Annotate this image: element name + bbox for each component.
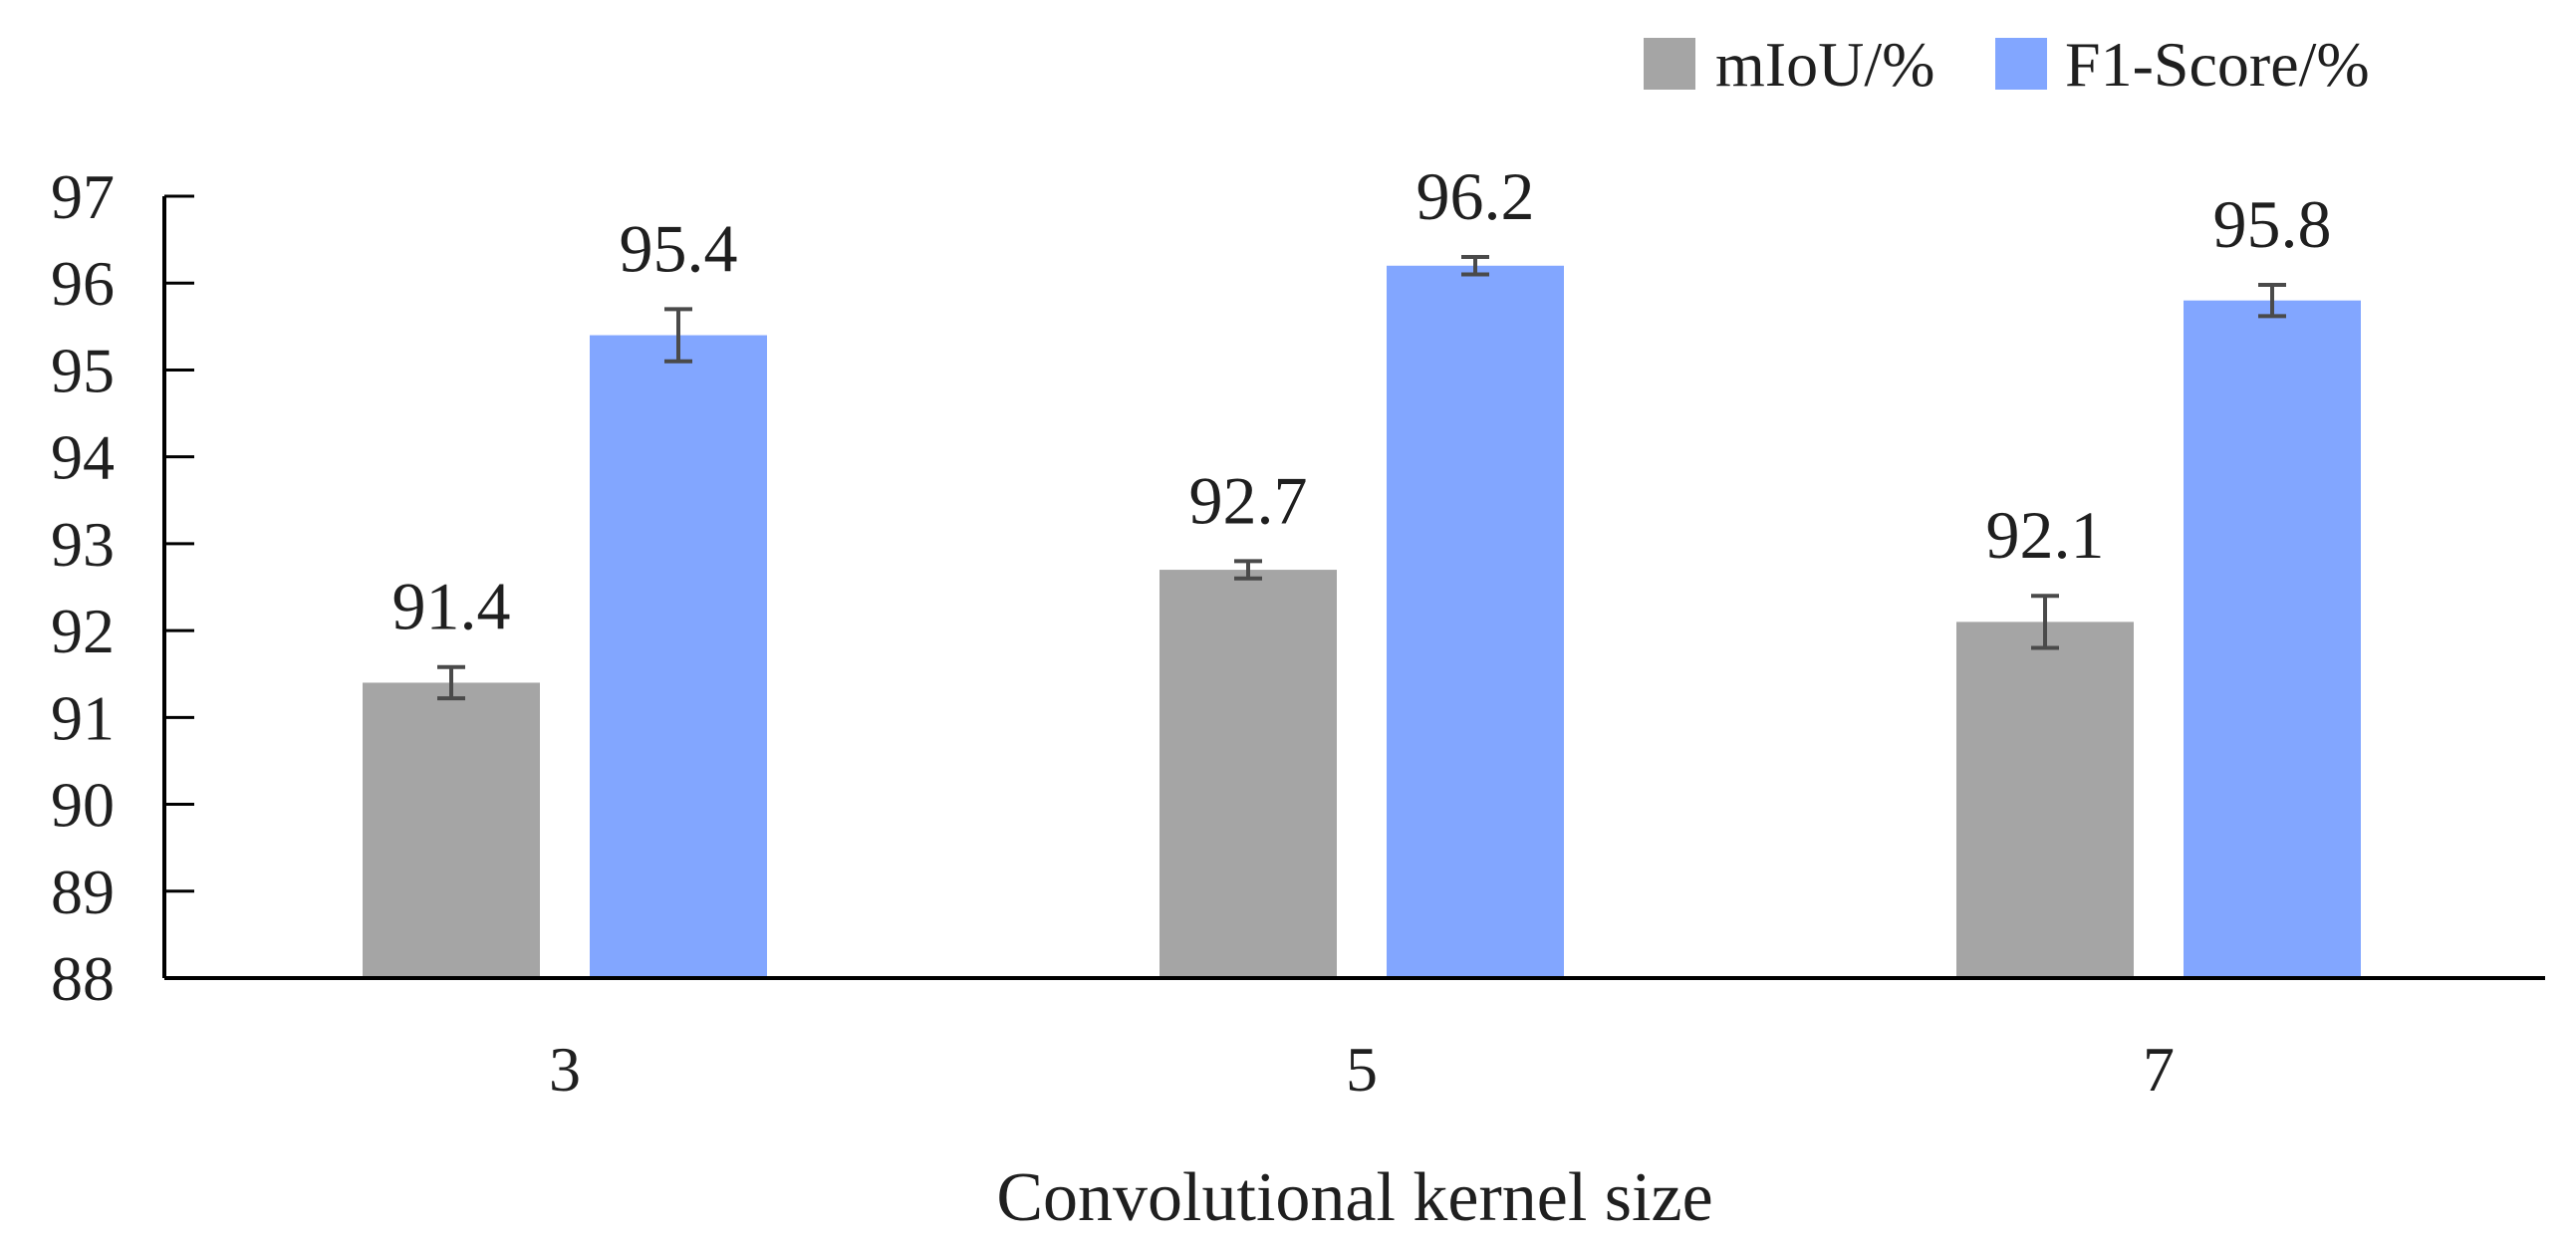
bar (1387, 265, 1564, 978)
legend: mIoU/% F1-Score/% (1644, 29, 2370, 100)
data-label: 92.1 (1986, 497, 2105, 573)
x-tick-label: 7 (2143, 1034, 2175, 1105)
bar (1956, 622, 2134, 978)
bar (590, 335, 767, 978)
bar (2184, 300, 2361, 979)
data-label: 95.8 (2213, 186, 2332, 262)
y-tick-label: 91 (51, 682, 115, 753)
legend-label-f1-score: F1-Score/% (2065, 29, 2370, 100)
legend-swatch-f1-score (1995, 38, 2047, 90)
y-tick-label: 90 (51, 770, 115, 841)
y-tick-label: 88 (51, 943, 115, 1014)
bar (363, 682, 540, 978)
y-tick-label: 92 (51, 596, 115, 666)
data-label: 91.4 (392, 569, 511, 644)
x-axis: 3 5 7 (164, 976, 2545, 1105)
y-tick-label: 96 (51, 248, 115, 319)
x-tick-label: 5 (1346, 1034, 1378, 1105)
data-label: 95.4 (620, 210, 738, 286)
bar (1159, 570, 1337, 978)
y-tick-label: 95 (51, 335, 115, 405)
y-tick-label: 94 (51, 422, 115, 493)
data-label: 92.7 (1189, 462, 1308, 538)
x-axis-title: Convolutional kernel size (996, 1159, 1712, 1236)
y-axis: 97 96 95 94 93 92 91 90 89 88 (51, 161, 194, 1014)
data-label: 96.2 (1417, 158, 1535, 234)
y-tick-label: 89 (51, 857, 115, 927)
legend-label-miou: mIoU/% (1715, 29, 1934, 100)
bars: 91.4 95.4 92.7 96.2 92.1 95.8 (363, 158, 2361, 979)
legend-swatch-miou (1644, 38, 1695, 90)
x-tick-label: 3 (549, 1034, 581, 1105)
y-tick-label: 97 (51, 161, 115, 232)
y-tick-label: 93 (51, 509, 115, 580)
